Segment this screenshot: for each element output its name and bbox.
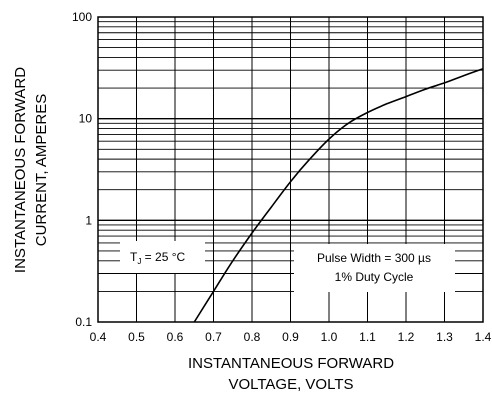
- temperature-symbol: T: [130, 250, 138, 264]
- x-tick-label: 0.5: [128, 330, 145, 344]
- y-axis-title-line-1: INSTANTANEOUS FORWARD: [12, 67, 29, 273]
- y-tick-label: 1: [85, 213, 92, 227]
- series-line: [193, 67, 484, 323]
- y-tick-label: 10: [79, 112, 93, 126]
- x-tick-label: 0.7: [205, 330, 222, 344]
- y-axis-title-line-2: CURRENT, AMPERES: [33, 94, 50, 247]
- temperature-annotation: TJ = 25 °C: [130, 250, 186, 266]
- x-tick-label: 0.8: [244, 330, 261, 344]
- y-tick-label: 100: [72, 10, 92, 24]
- pulse-annotation-box: [294, 244, 455, 292]
- y-tick-labels: 0.1 1 10 100: [72, 10, 92, 329]
- x-tick-label: 1.4: [475, 330, 492, 344]
- x-tick-label: 1.1: [359, 330, 376, 344]
- x-axis-title-line-2: VOLTAGE, VOLTS: [228, 376, 353, 393]
- y-tick-label: 0.1: [75, 315, 92, 329]
- temperature-value: = 25 °C: [141, 250, 185, 264]
- x-tick-label: 0.4: [90, 330, 107, 344]
- x-tick-label: 0.9: [282, 330, 299, 344]
- temperature-subscript: J: [137, 257, 141, 266]
- x-tick-label: 1.2: [398, 330, 415, 344]
- duty-cycle-annotation: 1% Duty Cycle: [335, 270, 414, 284]
- x-tick-label: 1.3: [436, 330, 453, 344]
- x-tick-label: 1.0: [321, 330, 338, 344]
- x-tick-labels: 0.4 0.5 0.6 0.7 0.8 0.9 1.0 1.1 1.2 1.3 1.4: [90, 330, 492, 344]
- x-tick-label: 0.6: [167, 330, 184, 344]
- pulse-width-annotation: Pulse Width = 300 µs: [317, 251, 431, 265]
- x-axis-title-line-1: INSTANTANEOUS FORWARD: [188, 355, 394, 372]
- plot-frame: [97, 16, 484, 323]
- temp-annotation-box: [120, 241, 205, 273]
